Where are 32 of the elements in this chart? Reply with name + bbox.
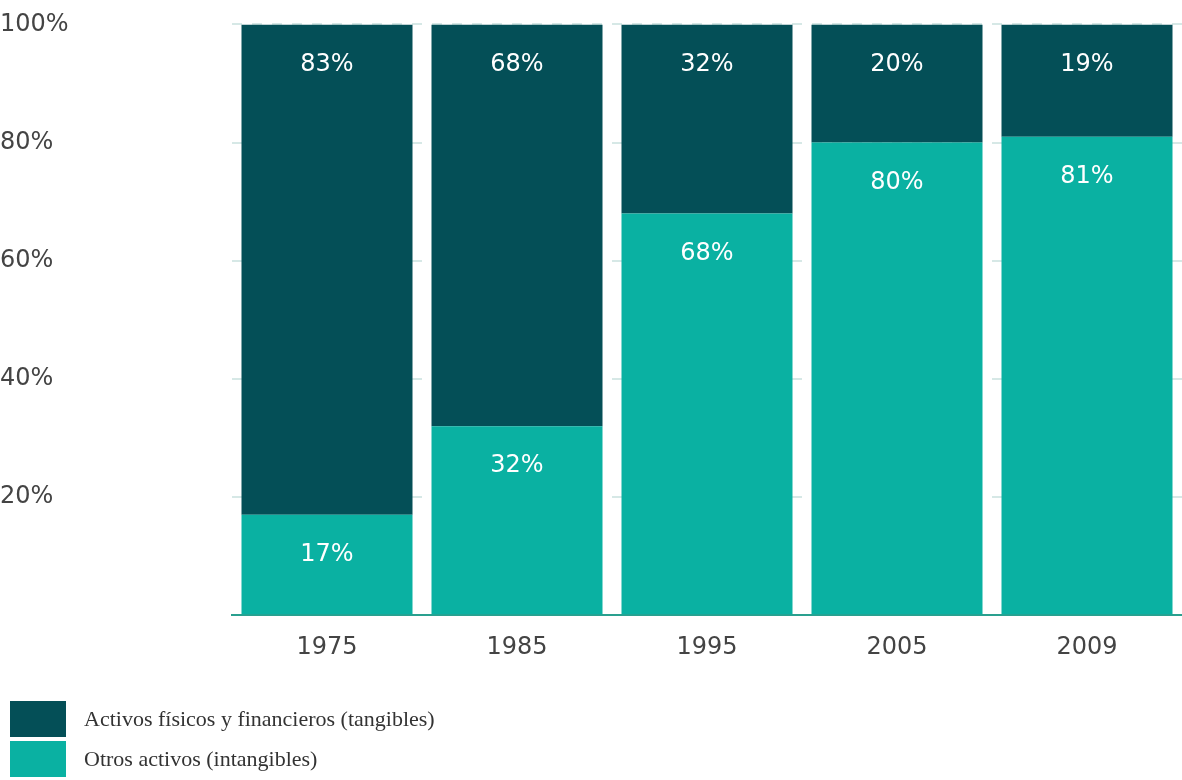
data-label: 17% [300, 539, 354, 567]
bar [811, 24, 983, 143]
x-tick-label: 1995 [676, 631, 738, 660]
data-label: 32% [490, 450, 544, 479]
bar [241, 514, 413, 615]
data-label: 80% [870, 166, 924, 195]
x-tick-label: 2009 [1056, 631, 1118, 660]
y-tick-label: 80% [0, 126, 54, 155]
x-tick-label: 2005 [866, 631, 928, 660]
bar [621, 24, 793, 214]
data-label: 68% [680, 237, 734, 266]
bar [241, 24, 413, 515]
y-tick-label: 20% [0, 481, 54, 510]
bar [431, 426, 603, 615]
bar [811, 142, 983, 615]
y-tick-label: 100% [0, 8, 69, 37]
data-label: 81% [1060, 160, 1114, 189]
data-label: 83% [300, 48, 354, 77]
data-label: 32% [680, 48, 734, 77]
data-label: 19% [1060, 48, 1114, 77]
x-tick-label: 1975 [296, 631, 358, 660]
data-label: 20% [870, 48, 924, 77]
legend-label: Otros activos (intangibles) [84, 746, 318, 772]
bar [431, 24, 603, 427]
y-tick-label: 40% [0, 363, 54, 392]
y-tick-label: 60% [0, 244, 54, 273]
data-label: 68% [490, 48, 544, 77]
bar [1001, 136, 1173, 615]
bar [1001, 24, 1173, 137]
x-tick-label: 1985 [486, 631, 548, 660]
bar [621, 213, 793, 615]
legend-label: Activos físicos y financieros (tangibles) [84, 706, 435, 732]
